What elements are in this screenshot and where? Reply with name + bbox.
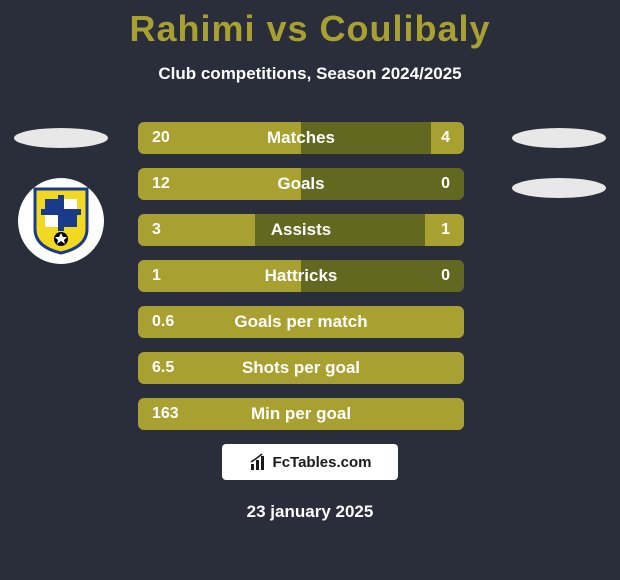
stat-value-right: 0 xyxy=(441,267,450,285)
subtitle: Club competitions, Season 2024/2025 xyxy=(0,64,620,84)
stat-label: Goals per match xyxy=(138,312,464,332)
stat-row-hattricks: 1 Hattricks 0 xyxy=(138,260,464,292)
stats-table: 20 Matches 4 12 Goals 0 3 Assists 1 1 Ha… xyxy=(138,122,464,444)
page-title: Rahimi vs Coulibaly xyxy=(0,8,620,50)
club-badge xyxy=(18,178,104,264)
stat-row-min-per-goal: 163 Min per goal xyxy=(138,398,464,430)
shield-icon xyxy=(31,187,91,255)
stat-row-assists: 3 Assists 1 xyxy=(138,214,464,246)
brand-text: FcTables.com xyxy=(273,454,372,471)
header: Rahimi vs Coulibaly Club competitions, S… xyxy=(0,0,620,84)
stat-row-goals: 12 Goals 0 xyxy=(138,168,464,200)
stat-value-right: 0 xyxy=(441,175,450,193)
stat-label: Matches xyxy=(138,128,464,148)
player-right-placeholder-2 xyxy=(512,178,606,198)
player-left-placeholder-1 xyxy=(14,128,108,148)
bar-chart-icon xyxy=(249,452,269,472)
date-label: 23 january 2025 xyxy=(0,502,620,522)
stat-label: Min per goal xyxy=(138,404,464,424)
player-right-placeholder-1 xyxy=(512,128,606,148)
stat-row-shots-per-goal: 6.5 Shots per goal xyxy=(138,352,464,384)
stat-label: Goals xyxy=(138,174,464,194)
stat-row-goals-per-match: 0.6 Goals per match xyxy=(138,306,464,338)
stat-label: Shots per goal xyxy=(138,358,464,378)
stat-row-matches: 20 Matches 4 xyxy=(138,122,464,154)
stat-label: Assists xyxy=(138,220,464,240)
stat-value-right: 1 xyxy=(441,221,450,239)
stat-value-right: 4 xyxy=(441,129,450,147)
stat-label: Hattricks xyxy=(138,266,464,286)
brand-badge[interactable]: FcTables.com xyxy=(222,444,398,480)
